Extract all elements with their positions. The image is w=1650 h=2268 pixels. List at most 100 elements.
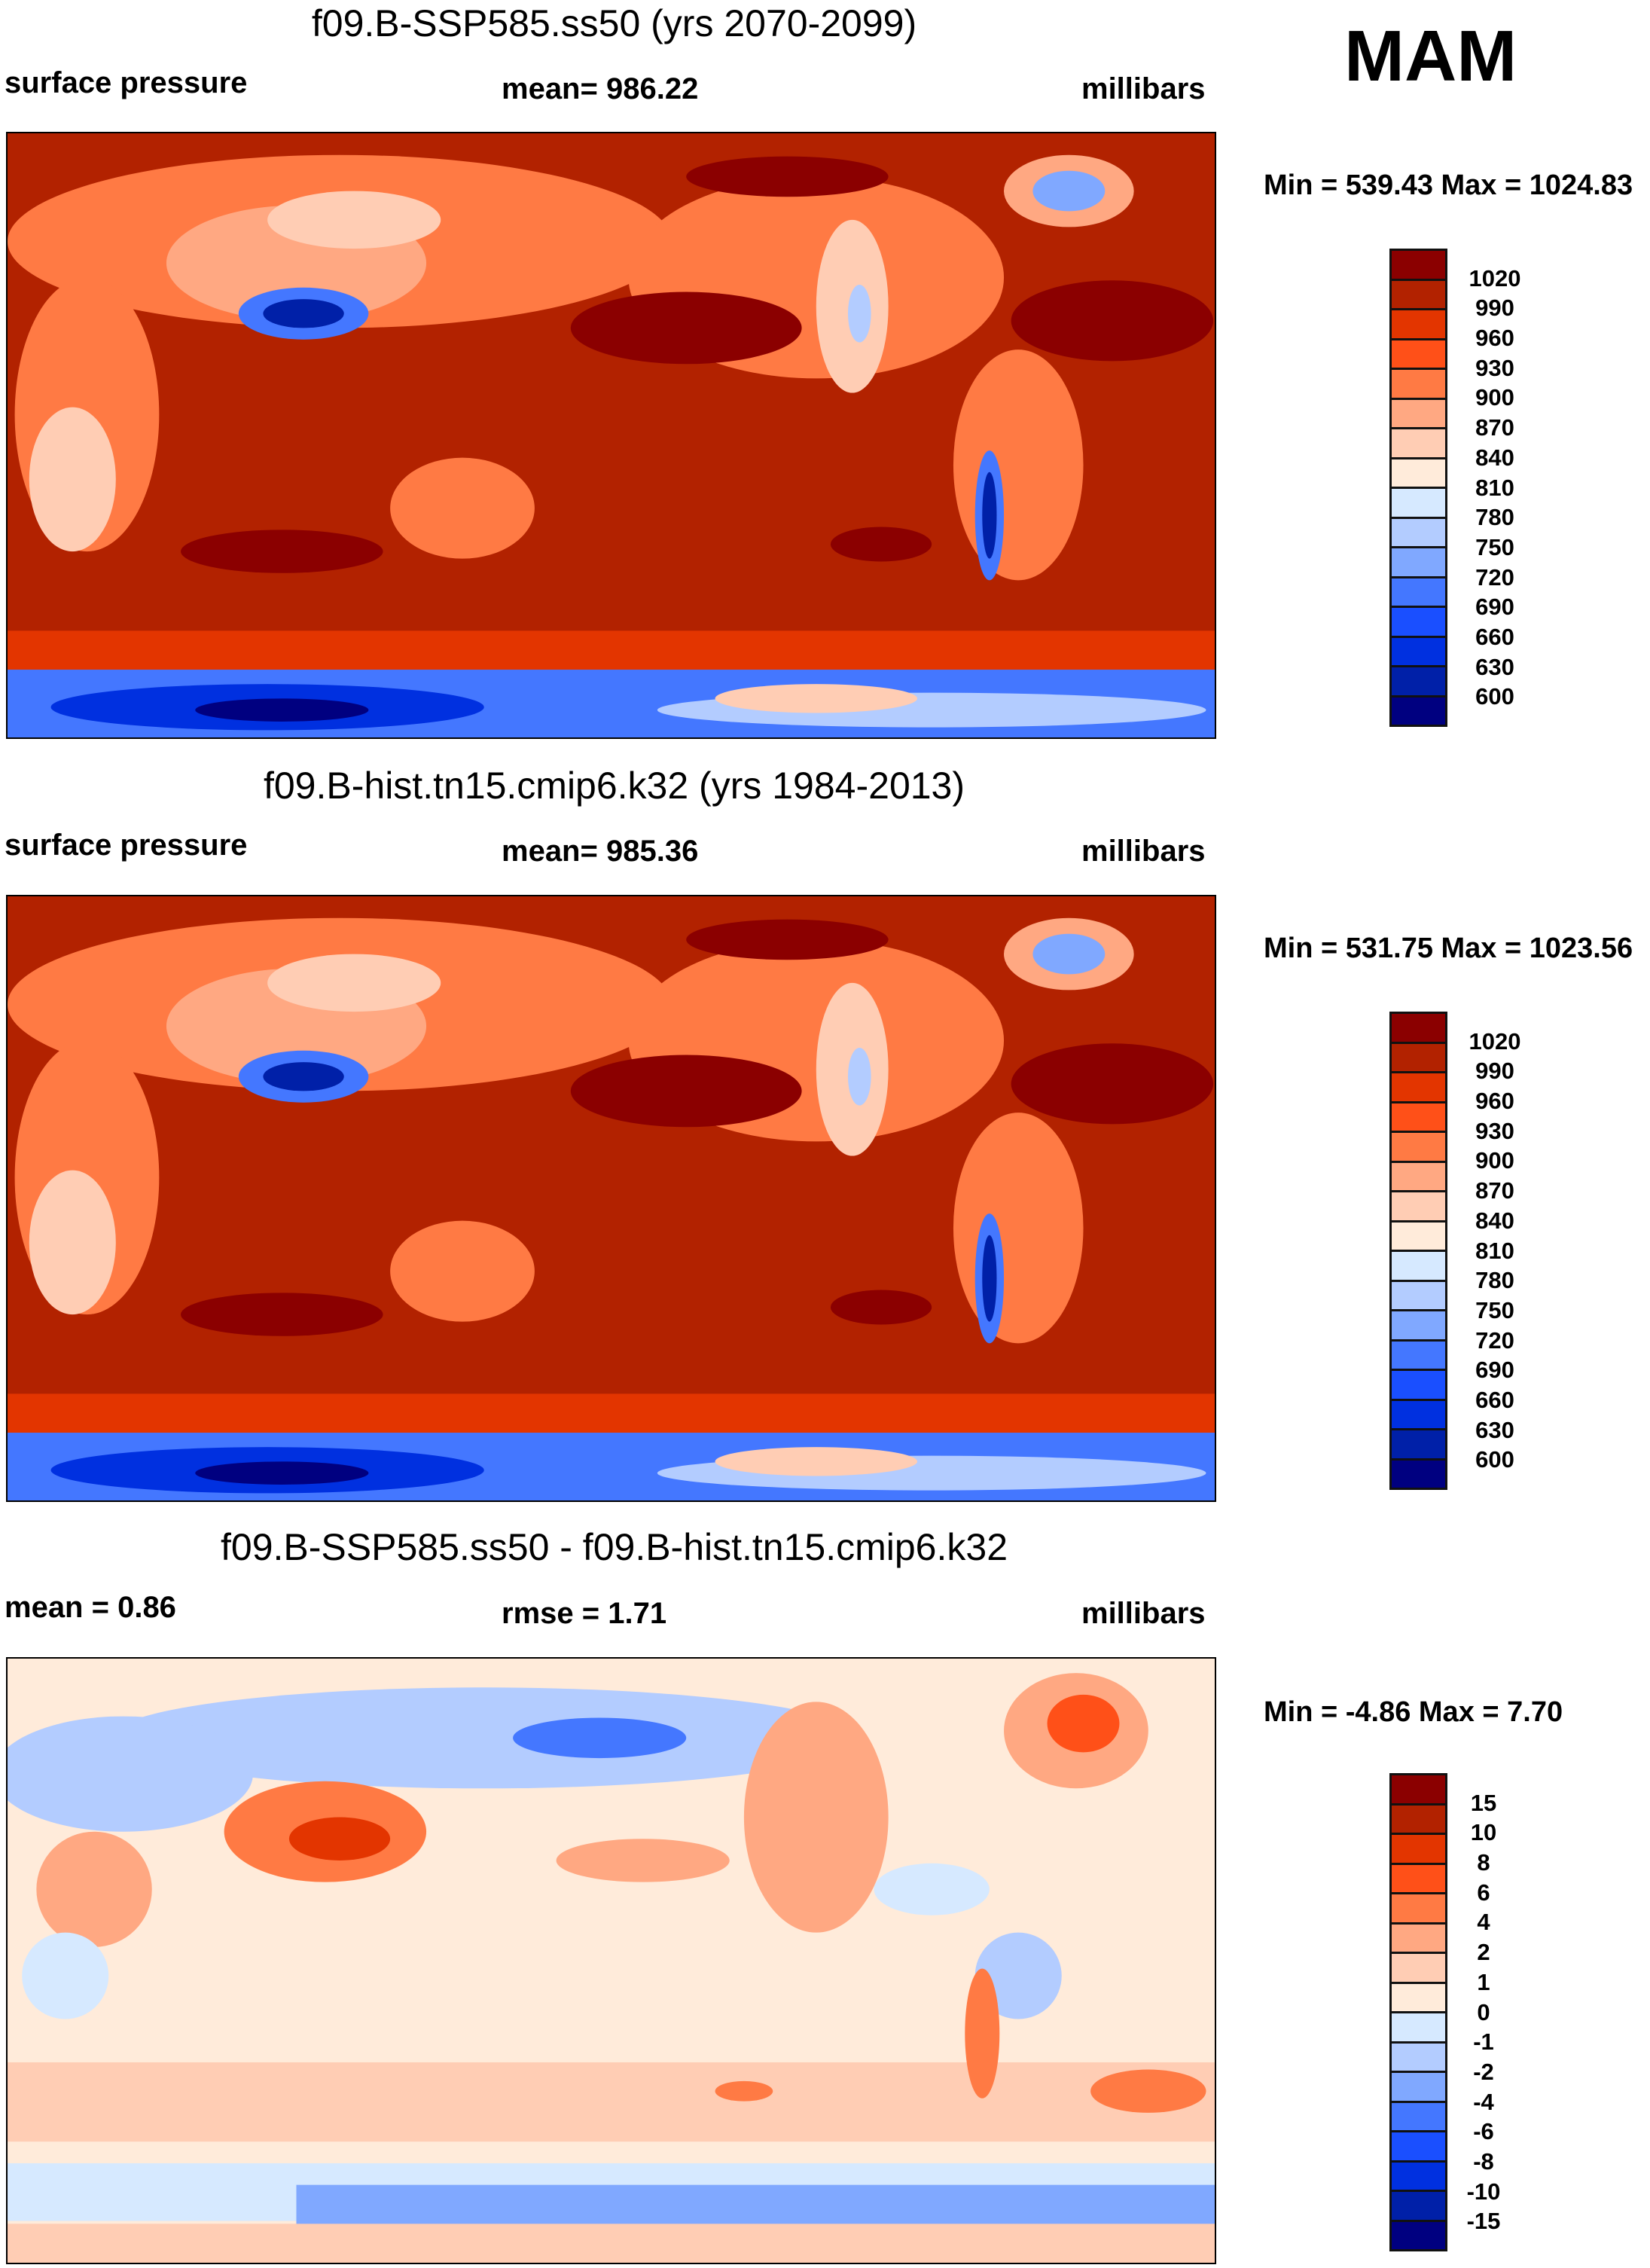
center-label: mean= 986.22	[502, 72, 699, 105]
colorbar	[1389, 1773, 1447, 2251]
contour-region	[1047, 1694, 1120, 1753]
left-label: mean = 0.86	[5, 1591, 176, 1624]
contour-region	[982, 1235, 997, 1322]
contour-region	[267, 954, 441, 1012]
colorbar-box	[1392, 399, 1445, 429]
colorbar-box	[1392, 1133, 1445, 1163]
colorbar-tick-label: 1	[1477, 1968, 1490, 1995]
colorbar-box	[1392, 1983, 1445, 2013]
colorbar-tick-label: 750	[1475, 1296, 1514, 1323]
colorbar-tick-label: 630	[1475, 653, 1514, 680]
colorbar-box	[1392, 1430, 1445, 1461]
colorbar-tick-label: 930	[1475, 354, 1514, 381]
colorbar-tick-label: 660	[1475, 623, 1514, 650]
colorbar-tick-label: -15	[1466, 2208, 1501, 2235]
colorbar-box	[1392, 2132, 1445, 2163]
colorbar-box	[1392, 1252, 1445, 1282]
contour-region	[1011, 1043, 1214, 1125]
colorbar-box	[1392, 548, 1445, 578]
colorbar-tick-label: 810	[1475, 1237, 1514, 1264]
contour-region	[874, 1863, 990, 1915]
colorbar-tick-label: 10	[1470, 1819, 1497, 1846]
contour-region	[965, 1968, 1000, 2099]
contour-region	[743, 1702, 889, 1933]
colorbar-box	[1392, 1311, 1445, 1342]
colorbar	[1389, 1012, 1447, 1490]
center-label: rmse = 1.71	[502, 1597, 667, 1630]
center-label: mean= 985.36	[502, 835, 699, 868]
colorbar-box	[1392, 2102, 1445, 2132]
colorbar-tick-label: 780	[1475, 504, 1514, 531]
contour-region	[108, 1687, 860, 1789]
contour-field	[8, 896, 1215, 1500]
colorbar-box	[1392, 1460, 1445, 1488]
contour-region	[195, 1461, 369, 1485]
colorbar-tick-label: 870	[1475, 414, 1514, 441]
panel-title: f09.B-hist.tn15.cmip6.k32 (yrs 1984-2013…	[263, 765, 965, 807]
colorbar-box	[1392, 697, 1445, 725]
contour-region	[974, 1932, 1062, 2019]
colorbar-tick-label: 690	[1475, 594, 1514, 621]
left-label: surface pressure	[5, 829, 248, 862]
left-label: surface pressure	[5, 66, 248, 99]
contour-region	[847, 284, 871, 343]
contour-region	[830, 527, 932, 562]
colorbar-box	[1392, 1043, 1445, 1073]
contour-field	[8, 133, 1215, 737]
colorbar-tick-label: 630	[1475, 1416, 1514, 1443]
colorbar-box	[1392, 1400, 1445, 1430]
units-label: millibars	[1081, 835, 1206, 868]
colorbar-box	[1392, 1162, 1445, 1192]
contour-region	[390, 1220, 535, 1322]
colorbar-tick-label: 960	[1475, 325, 1514, 352]
contour-region	[390, 457, 535, 559]
contour-region	[953, 1113, 1084, 1344]
contour-region	[556, 1839, 730, 1882]
units-label: millibars	[1081, 72, 1206, 105]
contour-region	[181, 1293, 383, 1336]
colorbar-tick-label: 2	[1477, 1939, 1490, 1966]
colorbar-tick-label: 990	[1475, 295, 1514, 322]
map-plot	[0, 1657, 1216, 2264]
colorbar-tick-label: 810	[1475, 474, 1514, 501]
colorbar-box	[1392, 251, 1445, 281]
contour-region	[8, 2062, 1215, 2142]
colorbar-box	[1392, 1954, 1445, 1984]
colorbar-box	[1392, 1371, 1445, 1401]
colorbar-tick-label: 720	[1475, 563, 1514, 591]
contour-region	[513, 1717, 687, 1759]
colorbar-tick-label: 900	[1475, 384, 1514, 411]
colorbar-box	[1392, 2192, 1445, 2222]
colorbar-box	[1392, 370, 1445, 400]
colorbar-box	[1392, 429, 1445, 459]
colorbar-tick-label: -1	[1473, 2028, 1494, 2056]
colorbar-box	[1392, 578, 1445, 608]
contour-region	[570, 1055, 802, 1128]
colorbar-tick-label: 870	[1475, 1177, 1514, 1204]
colorbar-box	[1392, 310, 1445, 340]
min-max-label: Min = -4.86 Max = 7.70	[1264, 1696, 1563, 1728]
colorbar-box	[1392, 340, 1445, 370]
colorbar-box	[1392, 518, 1445, 548]
contour-region	[195, 698, 369, 722]
colorbar-box	[1392, 1073, 1445, 1103]
contour-region	[263, 1062, 344, 1091]
panel-title: f09.B-SSP585.ss50 (yrs 2070-2099)	[311, 2, 917, 44]
colorbar-box	[1392, 1192, 1445, 1223]
colorbar-tick-label: 780	[1475, 1267, 1514, 1294]
contour-region	[181, 530, 383, 573]
colorbar-box	[1392, 2221, 1445, 2249]
colorbar-box	[1392, 1222, 1445, 1252]
contour-region	[715, 684, 918, 713]
colorbar-tick-label: 15	[1470, 1789, 1497, 1816]
contour-region	[847, 1047, 871, 1106]
colorbar	[1389, 249, 1447, 727]
colorbar-tick-label: 8	[1477, 1849, 1490, 1876]
map-plot	[6, 132, 1216, 739]
contour-region	[570, 292, 802, 365]
colorbar-box	[1392, 459, 1445, 489]
contour-region	[1011, 280, 1214, 362]
colorbar-box	[1392, 1924, 1445, 1954]
colorbar-box	[1392, 1341, 1445, 1371]
colorbar-tick-label: 660	[1475, 1386, 1514, 1413]
